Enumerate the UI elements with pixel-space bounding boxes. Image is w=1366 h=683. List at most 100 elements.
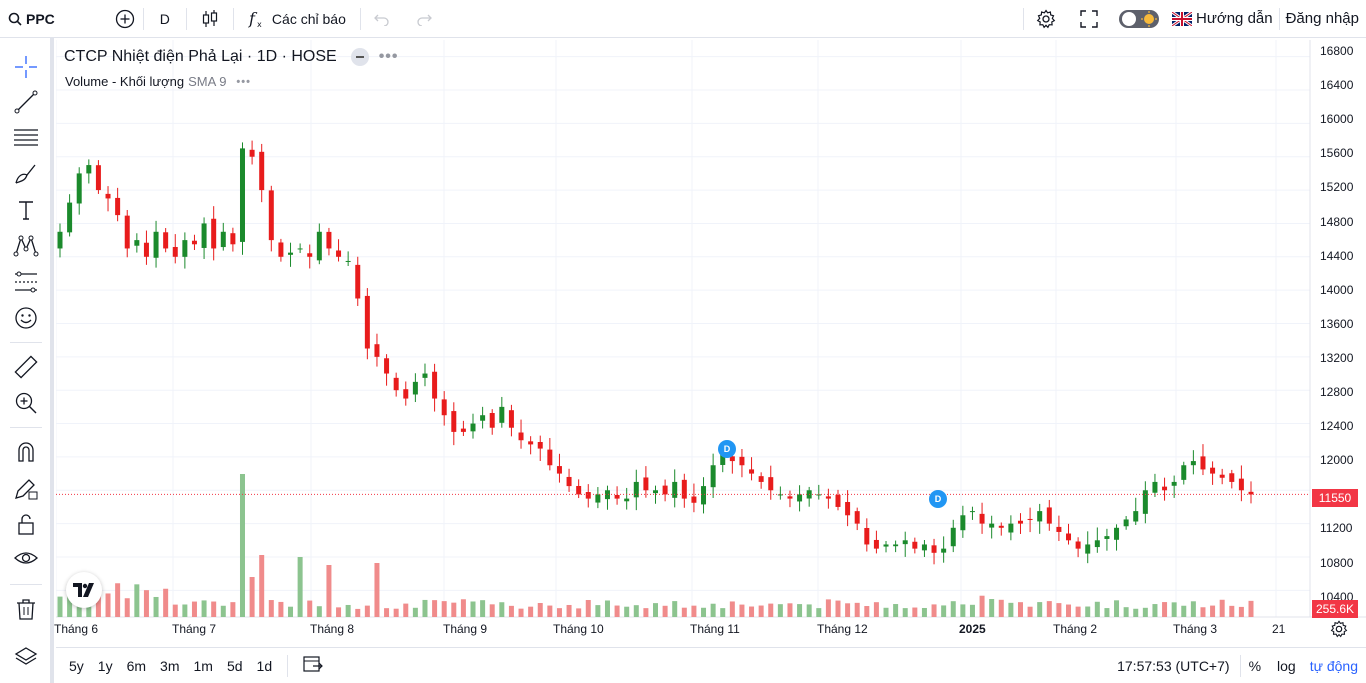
range-5y[interactable]: 5y	[69, 657, 84, 674]
range-6m[interactable]: 6m	[126, 657, 147, 674]
volume-bar	[710, 603, 716, 617]
volume-bar	[528, 606, 534, 617]
pencil-lock-icon	[15, 479, 38, 500]
more-options-icon[interactable]: •••	[378, 48, 399, 65]
volume-bar	[163, 588, 169, 617]
volume-bar	[1238, 606, 1244, 617]
collapse-legend-button[interactable]	[350, 48, 369, 66]
hide-drawings-tool[interactable]	[10, 543, 42, 573]
measure-tool[interactable]	[10, 352, 42, 382]
candle-body	[134, 240, 140, 246]
volume-bar	[403, 603, 409, 617]
chart-type-button[interactable]	[187, 0, 233, 38]
trend-line-tool[interactable]	[10, 87, 42, 117]
volume-bar	[576, 608, 582, 617]
volume-bar	[211, 601, 217, 617]
emoji-tool[interactable]	[10, 303, 42, 333]
lock-all-tool[interactable]	[10, 509, 42, 539]
candle-body	[153, 231, 159, 258]
candle-body	[143, 242, 149, 257]
auto-scale-toggle[interactable]: tự động	[1309, 657, 1358, 674]
date-range-button[interactable]	[296, 655, 330, 676]
volume-bar	[556, 608, 562, 617]
brush-tool[interactable]	[10, 159, 42, 189]
zoom-tool[interactable]	[10, 388, 42, 418]
volume-bar	[57, 596, 63, 617]
range-1m[interactable]: 1m	[193, 657, 213, 674]
candle-body	[912, 541, 918, 549]
volume-bar	[883, 607, 889, 617]
volume-bar	[806, 604, 812, 617]
login-label: Đăng nhập	[1285, 10, 1359, 27]
calendar-arrow-icon	[303, 656, 323, 672]
settings-button[interactable]	[1024, 0, 1068, 38]
candle-body	[230, 233, 236, 245]
divider	[185, 7, 187, 30]
delete-tool[interactable]	[10, 594, 42, 624]
symbol-search-button[interactable]: PPC	[0, 0, 63, 38]
theme-toggle[interactable]	[1110, 0, 1168, 38]
volume-bar	[508, 605, 514, 617]
candle-body	[105, 193, 111, 199]
volume-bar	[67, 590, 73, 617]
candle-body	[845, 501, 851, 516]
range-1y[interactable]: 1y	[97, 657, 113, 674]
clock-label[interactable]: 17:57:53 (UTC+7)	[1117, 657, 1230, 674]
volume-label: Volume - Khối lượng	[65, 74, 185, 89]
candle-body	[1056, 526, 1062, 532]
time-tick-label: 21	[1272, 622, 1286, 636]
interval-button[interactable]: D	[144, 0, 186, 38]
percent-toggle[interactable]: %	[1248, 657, 1262, 674]
smiley-icon	[15, 307, 37, 329]
redo-button[interactable]	[403, 0, 445, 38]
candle-body	[653, 490, 658, 494]
log-toggle[interactable]: log	[1277, 657, 1296, 674]
current-price-badge: 11550	[1312, 489, 1358, 507]
compare-button[interactable]	[107, 0, 143, 38]
candle-body	[422, 373, 428, 378]
candle-body	[326, 231, 332, 249]
axis-settings-button[interactable]	[1330, 620, 1348, 643]
dividend-marker[interactable]: D	[718, 440, 736, 458]
volume-bar	[191, 601, 197, 617]
volume-options-icon[interactable]: •••	[236, 75, 251, 88]
volume-bar	[432, 600, 438, 617]
guide-button[interactable]: Hướng dẫn	[1168, 0, 1279, 38]
object-tree-tool[interactable]	[10, 642, 42, 672]
range-1d[interactable]: 1d	[256, 657, 273, 674]
volume-bar	[182, 604, 188, 617]
candle-body	[960, 515, 966, 531]
candle-body	[1200, 456, 1206, 470]
lock-drawing-tool[interactable]	[10, 473, 42, 503]
crosshair-tool[interactable]	[10, 52, 42, 82]
range-5d[interactable]: 5d	[226, 657, 243, 674]
candle-body	[1229, 473, 1235, 482]
divider	[10, 584, 42, 585]
text-tool[interactable]	[10, 195, 42, 225]
candle-body	[1219, 474, 1225, 478]
magnet-tool[interactable]	[10, 437, 42, 467]
candle-body	[441, 399, 447, 416]
forecast-tool[interactable]	[10, 267, 42, 297]
redo-icon	[417, 14, 432, 26]
undo-button[interactable]	[361, 0, 403, 38]
time-tick-label: 2025	[959, 622, 986, 636]
volume-bar	[681, 607, 687, 617]
candle-body	[547, 449, 553, 466]
trash-icon	[17, 599, 35, 620]
crosshair-icon	[15, 56, 37, 78]
fullscreen-button[interactable]	[1068, 0, 1110, 38]
fib-tool[interactable]	[10, 123, 42, 153]
tradingview-logo[interactable]	[66, 572, 102, 608]
current-price-label: 11550	[1318, 491, 1352, 505]
dividend-marker[interactable]: D	[929, 490, 947, 508]
login-button[interactable]: Đăng nhập	[1280, 0, 1366, 38]
volume-bar	[633, 605, 639, 617]
range-3m[interactable]: 3m	[160, 657, 180, 674]
ruler-icon	[14, 355, 38, 379]
pattern-tool[interactable]	[10, 231, 42, 261]
layers-icon	[14, 647, 38, 665]
price-chart[interactable]	[56, 40, 1366, 683]
